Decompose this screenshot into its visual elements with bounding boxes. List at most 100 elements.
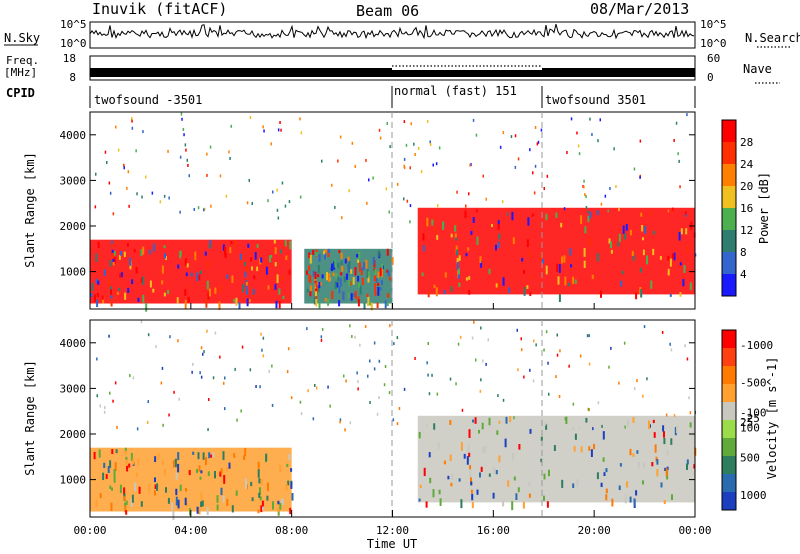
- velocity-speckle: [222, 495, 225, 503]
- velocity-scatter: [414, 357, 416, 360]
- power-speckle: [187, 296, 190, 303]
- velocity-scatter: [299, 400, 302, 404]
- velocity-scatter: [169, 335, 171, 339]
- power-speckle: [331, 290, 334, 300]
- velocity-scatter: [633, 387, 636, 391]
- power-speckle: [256, 266, 259, 272]
- power-speckle: [644, 226, 647, 234]
- velocity-speckle: [113, 469, 116, 478]
- power-scatter: [615, 185, 617, 188]
- power-scatter: [589, 117, 591, 121]
- power-scatter: [288, 200, 291, 204]
- power-speckle: [245, 265, 248, 273]
- power-speckle: [344, 258, 347, 264]
- power-scatter: [613, 147, 615, 151]
- power-speckle: [620, 280, 623, 287]
- power-scatter: [532, 171, 534, 175]
- velocity-speckle: [140, 501, 143, 507]
- power-speckle: [96, 292, 99, 297]
- velocity-speckle: [480, 466, 483, 472]
- velocity-speckle: [474, 417, 477, 424]
- power-speckle: [625, 224, 628, 231]
- power-speckle: [468, 276, 471, 280]
- velocity-scatter: [357, 380, 359, 384]
- power-scatter: [609, 187, 611, 190]
- power-speckle: [342, 291, 345, 301]
- power-speckle: [384, 300, 387, 309]
- power-speckle: [591, 274, 594, 280]
- velocity-scatter: [378, 359, 381, 363]
- velocity-speckle: [291, 493, 294, 501]
- power-scatter: [197, 206, 200, 210]
- velocity-scatter: [383, 383, 386, 387]
- power-speckle: [167, 289, 170, 295]
- velocity-scatter: [376, 412, 379, 416]
- power-scatter: [209, 145, 212, 149]
- power-speckle: [340, 252, 343, 260]
- velocity-speckle: [419, 484, 422, 489]
- power-speckle: [108, 279, 110, 287]
- power-speckle: [222, 244, 225, 251]
- velocity-speckle: [602, 457, 605, 462]
- velocity-speckle: [280, 499, 283, 504]
- power-speckle: [328, 248, 330, 253]
- power-scatter: [167, 149, 169, 153]
- velocity-scatter: [482, 359, 484, 363]
- power-scatter: [142, 130, 144, 134]
- power-speckle: [622, 225, 625, 234]
- power-scatter: [639, 175, 641, 179]
- power-scatter: [351, 141, 354, 145]
- power-speckle: [244, 271, 247, 278]
- power-speckle: [186, 263, 189, 268]
- date-label: 08/Mar/2013: [590, 0, 689, 18]
- power-scatter: [577, 144, 580, 148]
- power-speckle: [347, 264, 350, 273]
- velocity-speckle: [476, 489, 479, 495]
- velocity-scatter: [140, 320, 143, 324]
- power-speckle: [361, 267, 364, 272]
- velocity-speckle: [468, 456, 471, 462]
- power-scatter: [583, 185, 585, 189]
- power-speckle: [118, 287, 121, 291]
- power-scatter: [181, 117, 183, 121]
- velocity-speckle: [469, 465, 472, 470]
- velocity-scatter: [592, 427, 594, 431]
- velocity-scatter: [587, 407, 590, 411]
- velocity-scatter: [287, 347, 290, 351]
- power-scatter: [163, 194, 166, 198]
- power-speckle: [238, 302, 241, 309]
- velocity-colorbar-tick-3: 25: [740, 416, 753, 429]
- power-speckle: [318, 254, 321, 262]
- velocity-speckle: [257, 461, 260, 469]
- power-ytick-label-0: 1000: [60, 266, 87, 279]
- power-scatter: [470, 163, 472, 167]
- power-speckle: [333, 261, 336, 270]
- power-speckle: [119, 273, 122, 278]
- power-speckle: [678, 232, 681, 241]
- power-speckle: [653, 230, 655, 235]
- power-speckle: [597, 253, 599, 262]
- velocity-speckle: [522, 501, 525, 509]
- velocity-speckle: [561, 479, 564, 488]
- power-speckle: [497, 241, 500, 249]
- x-tick-label-2: 08:00: [275, 524, 308, 537]
- power-speckle: [679, 292, 682, 297]
- power-speckle: [260, 257, 263, 263]
- velocity-scatter: [351, 335, 353, 338]
- power-scatter: [123, 163, 125, 167]
- power-speckle: [589, 237, 592, 247]
- power-speckle: [453, 221, 456, 225]
- power-speckle: [523, 287, 526, 296]
- power-speckle: [442, 221, 445, 231]
- velocity-scatter: [262, 354, 265, 358]
- power-scatter: [506, 212, 509, 216]
- velocity-scatter: [147, 333, 150, 337]
- power-scatter: [576, 131, 578, 135]
- power-scatter: [578, 152, 581, 156]
- power-speckle: [455, 237, 458, 241]
- power-ytick-label-1: 2000: [60, 220, 87, 233]
- power-scatter: [685, 213, 687, 217]
- power-colorbar-bin-6: [722, 252, 736, 275]
- power-speckle: [376, 302, 379, 308]
